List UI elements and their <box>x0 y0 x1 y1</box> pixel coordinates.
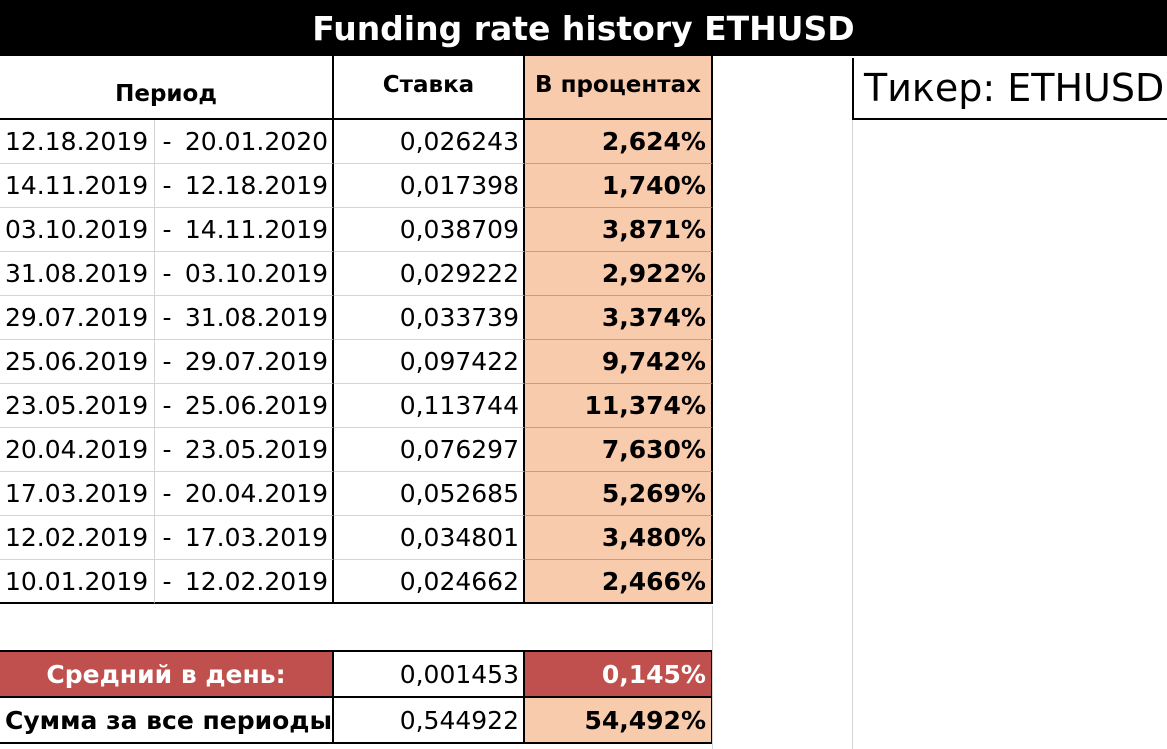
table-row: 25.06.2019-29.07.2019 0,097422 9,742% <box>0 340 713 384</box>
period-separator-cell[interactable]: - <box>155 384 179 428</box>
period-separator-cell[interactable]: - <box>155 208 179 252</box>
period-from-cell[interactable]: 10.01.2019 <box>0 560 155 604</box>
sum-rate[interactable]: 0,544922 <box>334 698 525 742</box>
table-row: 17.03.2019-20.04.2019 0,052685 5,269% <box>0 472 713 516</box>
table-row: 03.10.2019-14.11.2019 0,038709 3,871% <box>0 208 713 252</box>
rate-cell[interactable]: 0,076297 <box>334 428 525 472</box>
percent-cell[interactable]: 1,740% <box>525 164 713 208</box>
ticker-box[interactable]: Тикер: ETHUSD <box>852 58 1167 120</box>
rate-cell[interactable]: 0,017398 <box>334 164 525 208</box>
percent-cell[interactable]: 2,466% <box>525 560 713 604</box>
period-to-cell[interactable]: 25.06.2019 <box>179 384 334 428</box>
rate-cell[interactable]: 0,113744 <box>334 384 525 428</box>
table-row: 12.02.2019-17.03.2019 0,034801 3,480% <box>0 516 713 560</box>
percent-cell[interactable]: 5,269% <box>525 472 713 516</box>
rate-cell[interactable]: 0,026243 <box>334 120 525 164</box>
period-from-cell[interactable]: 14.11.2019 <box>0 164 155 208</box>
period-from-cell[interactable]: 17.03.2019 <box>0 472 155 516</box>
percent-cell[interactable]: 3,374% <box>525 296 713 340</box>
period-to-cell[interactable]: 23.05.2019 <box>179 428 334 472</box>
funding-table: Период Ставка В процентах 12.18.2019-20.… <box>0 56 713 744</box>
period-from-cell[interactable]: 20.04.2019 <box>0 428 155 472</box>
period-to-cell[interactable]: 14.11.2019 <box>179 208 334 252</box>
table-row: 12.18.2019-20.01.2020 0,026243 2,624% <box>0 120 713 164</box>
period-from-cell[interactable]: 23.05.2019 <box>0 384 155 428</box>
rate-cell[interactable]: 0,097422 <box>334 340 525 384</box>
period-from-cell[interactable]: 31.08.2019 <box>0 252 155 296</box>
period-separator-cell[interactable]: - <box>155 560 179 604</box>
period-separator-cell[interactable]: - <box>155 472 179 516</box>
table-row: 23.05.2019-25.06.2019 0,113744 11,374% <box>0 384 713 428</box>
rate-cell[interactable]: 0,038709 <box>334 208 525 252</box>
period-separator-cell[interactable]: - <box>155 428 179 472</box>
period-from-cell[interactable]: 12.02.2019 <box>0 516 155 560</box>
table-row: 10.01.2019-12.02.2019 0,024662 2,466% <box>0 560 713 604</box>
percent-cell[interactable]: 7,630% <box>525 428 713 472</box>
avg-rate[interactable]: 0,001453 <box>334 652 525 696</box>
sum-percent[interactable]: 54,492% <box>525 698 713 742</box>
period-to-cell[interactable]: 12.02.2019 <box>179 560 334 604</box>
period-to-cell[interactable]: 03.10.2019 <box>179 252 334 296</box>
period-from-cell[interactable]: 29.07.2019 <box>0 296 155 340</box>
gridline <box>712 606 713 749</box>
period-from-cell[interactable]: 25.06.2019 <box>0 340 155 384</box>
percent-cell[interactable]: 3,480% <box>525 516 713 560</box>
table-header-row: Период Ставка В процентах <box>0 56 713 120</box>
sum-label[interactable]: Сумма за все периоды: <box>0 698 334 742</box>
sheet-title: Funding rate history ETHUSD <box>0 0 1167 56</box>
summary-row-average: Средний в день: 0,001453 0,145% <box>0 650 713 698</box>
rate-cell[interactable]: 0,024662 <box>334 560 525 604</box>
rate-cell[interactable]: 0,034801 <box>334 516 525 560</box>
period-separator-cell[interactable]: - <box>155 252 179 296</box>
table-row: 14.11.2019-12.18.2019 0,017398 1,740% <box>0 164 713 208</box>
period-to-cell[interactable]: 31.08.2019 <box>179 296 334 340</box>
table-row: 31.08.2019-03.10.2019 0,029222 2,922% <box>0 252 713 296</box>
header-period[interactable]: Период <box>0 56 334 120</box>
percent-cell[interactable]: 2,922% <box>525 252 713 296</box>
period-separator-cell[interactable]: - <box>155 164 179 208</box>
rate-cell[interactable]: 0,052685 <box>334 472 525 516</box>
gridline <box>852 120 853 749</box>
period-separator-cell[interactable]: - <box>155 120 179 164</box>
table-row: 29.07.2019-31.08.2019 0,033739 3,374% <box>0 296 713 340</box>
header-rate[interactable]: Ставка <box>334 56 525 120</box>
percent-cell[interactable]: 2,624% <box>525 120 713 164</box>
period-from-cell[interactable]: 12.18.2019 <box>0 120 155 164</box>
table-row: 20.04.2019-23.05.2019 0,076297 7,630% <box>0 428 713 472</box>
period-from-cell[interactable]: 03.10.2019 <box>0 208 155 252</box>
table-body: 12.18.2019-20.01.2020 0,026243 2,624% 14.11… <box>0 120 713 604</box>
header-percent[interactable]: В процентах <box>525 56 713 120</box>
period-separator-cell[interactable]: - <box>155 516 179 560</box>
period-to-cell[interactable]: 20.01.2020 <box>179 120 334 164</box>
period-to-cell[interactable]: 12.18.2019 <box>179 164 334 208</box>
avg-percent[interactable]: 0,145% <box>525 652 713 696</box>
summary-row-total: Сумма за все периоды: 0,544922 54,492% <box>0 698 713 744</box>
rate-cell[interactable]: 0,033739 <box>334 296 525 340</box>
avg-label[interactable]: Средний в день: <box>0 652 334 696</box>
rate-cell[interactable]: 0,029222 <box>334 252 525 296</box>
period-to-cell[interactable]: 17.03.2019 <box>179 516 334 560</box>
period-to-cell[interactable]: 20.04.2019 <box>179 472 334 516</box>
period-separator-cell[interactable]: - <box>155 296 179 340</box>
period-to-cell[interactable]: 29.07.2019 <box>179 340 334 384</box>
period-separator-cell[interactable]: - <box>155 340 179 384</box>
spacer-row <box>0 604 713 650</box>
percent-cell[interactable]: 11,374% <box>525 384 713 428</box>
percent-cell[interactable]: 9,742% <box>525 340 713 384</box>
percent-cell[interactable]: 3,871% <box>525 208 713 252</box>
